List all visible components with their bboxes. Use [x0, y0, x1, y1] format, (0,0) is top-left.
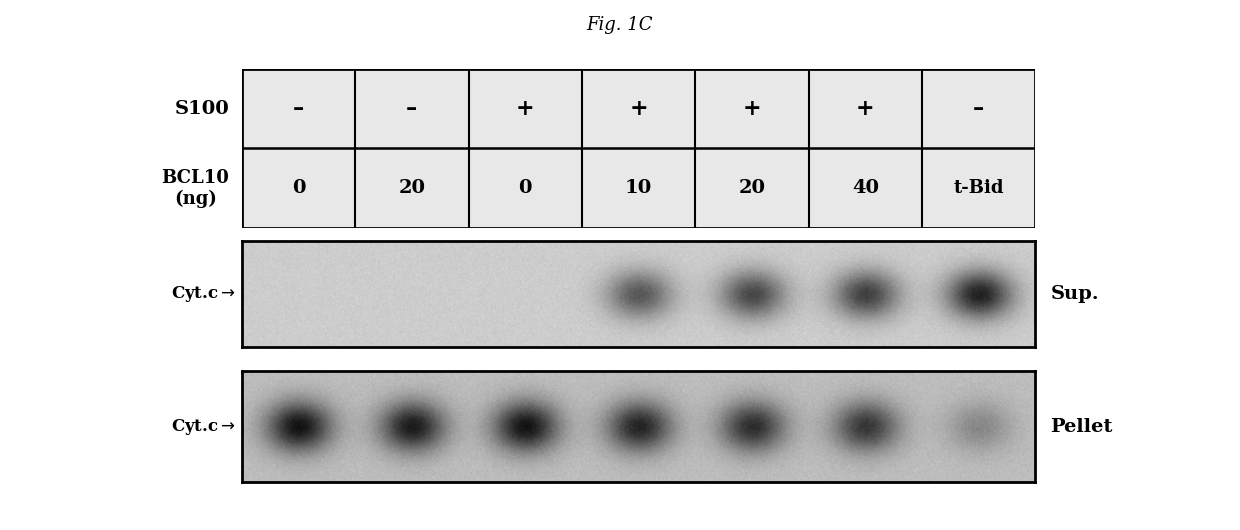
Text: 0: 0	[291, 179, 305, 197]
Text: Cyt.c$\rightarrow$: Cyt.c$\rightarrow$	[171, 284, 236, 304]
Text: 0: 0	[518, 179, 532, 197]
Text: 20: 20	[739, 179, 765, 197]
Text: –: –	[973, 98, 985, 120]
Text: Pellet: Pellet	[1050, 418, 1112, 436]
Text: 20: 20	[398, 179, 425, 197]
Text: –: –	[407, 98, 418, 120]
Text: 10: 10	[625, 179, 652, 197]
Text: Fig. 1C: Fig. 1C	[587, 16, 653, 34]
Text: –: –	[293, 98, 304, 120]
Text: Cyt.c$\rightarrow$: Cyt.c$\rightarrow$	[171, 417, 236, 437]
Text: t-Bid: t-Bid	[954, 179, 1004, 197]
Text: +: +	[629, 98, 649, 120]
Text: +: +	[516, 98, 534, 120]
Text: +: +	[856, 98, 874, 120]
Text: Sup.: Sup.	[1050, 285, 1099, 303]
Text: S100: S100	[175, 100, 229, 118]
Text: 40: 40	[852, 179, 879, 197]
Text: BCL10
(ng): BCL10 (ng)	[161, 169, 229, 208]
Text: +: +	[743, 98, 761, 120]
